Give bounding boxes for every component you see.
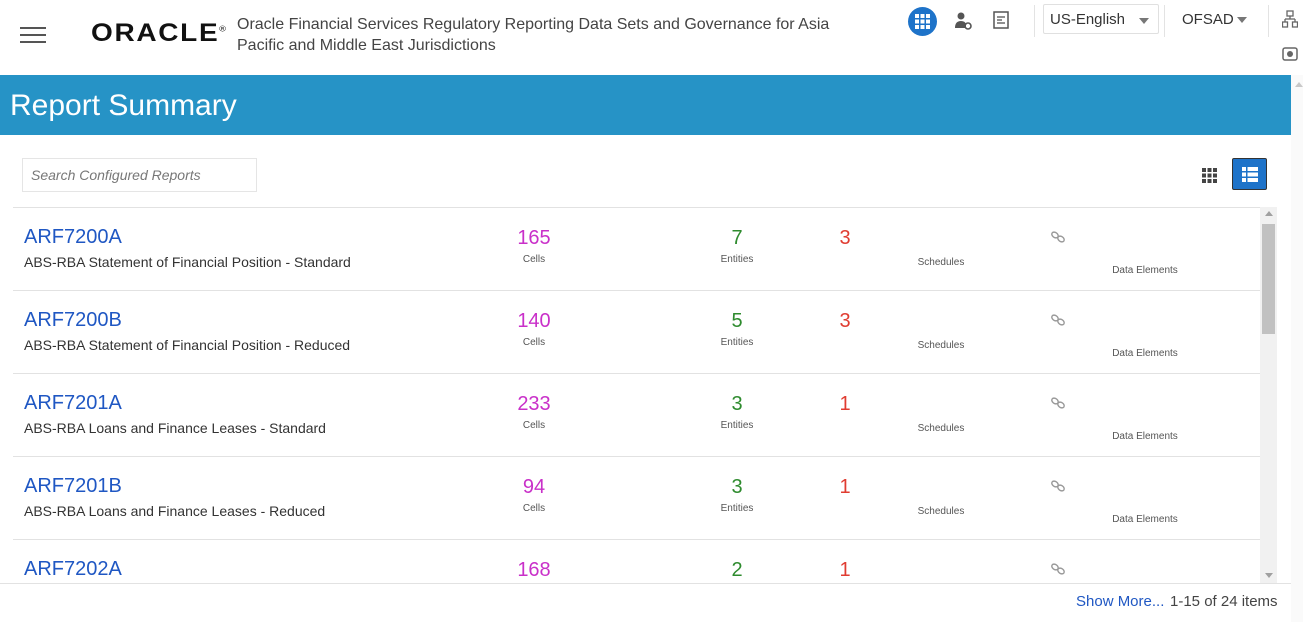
applications-grid-icon[interactable] xyxy=(908,7,937,36)
scroll-up-icon[interactable] xyxy=(1265,211,1273,216)
divider xyxy=(1268,5,1269,37)
list-item[interactable]: ARF7200A ABS-RBA Statement of Financial … xyxy=(13,208,1260,291)
hamburger-menu-icon[interactable] xyxy=(20,27,46,43)
chevron-down-icon xyxy=(1237,17,1247,23)
schedules-count: 1 xyxy=(839,393,851,415)
entities-metric: 2Entities xyxy=(677,558,797,584)
scrollbar-thumb[interactable] xyxy=(1262,224,1275,334)
schedules-label: Schedules xyxy=(917,423,965,434)
entities-count: 7 xyxy=(731,227,743,249)
cells-label: Cells xyxy=(522,503,546,514)
cells-count: 165 xyxy=(517,227,551,249)
cells-metric: 94 Cells xyxy=(474,475,594,514)
entities-count: 5 xyxy=(731,310,743,332)
app-header: ORACLE® Oracle Financial Services Regula… xyxy=(0,0,1303,75)
report-name: ABS-RBA Statement of Financial Position … xyxy=(24,254,351,270)
data-elements-label: Data Elements xyxy=(1112,514,1178,525)
list-item[interactable]: ARF7201B ABS-RBA Loans and Finance Lease… xyxy=(13,457,1260,540)
app-title: Oracle Financial Services Regulatory Rep… xyxy=(237,16,830,54)
schedules-label: Schedules xyxy=(917,340,965,351)
language-value: US-English xyxy=(1050,11,1126,28)
entities-metric: 7 Entities xyxy=(677,226,797,265)
schedules-label: Schedules xyxy=(917,506,965,517)
list-footer: Show More... 1-15 of 24 items xyxy=(0,583,1291,623)
cells-label: Cells xyxy=(522,420,546,431)
schedules-count: 1 xyxy=(839,476,851,498)
schedules-count: 3 xyxy=(839,310,851,332)
language-select[interactable]: US-English xyxy=(1043,4,1159,34)
entities-label: Entities xyxy=(720,254,754,265)
entities-label: Entities xyxy=(720,503,754,514)
entities-count: 3 xyxy=(731,476,743,498)
entities-label: Entities xyxy=(720,337,754,348)
data-elements-label: Data Elements xyxy=(1112,348,1178,359)
schedules-metric: 3 xyxy=(785,226,905,250)
pagination-status: 1-15 of 24 items xyxy=(1170,593,1278,610)
page-scrollbar[interactable] xyxy=(1291,75,1303,622)
page-banner: Report Summary xyxy=(0,75,1291,135)
list-item[interactable]: ARF7200B ABS-RBA Statement of Financial … xyxy=(13,291,1260,374)
grid-view-icon[interactable] xyxy=(1198,164,1220,186)
schedules-count: 3 xyxy=(839,227,851,249)
cells-count: 233 xyxy=(517,393,551,415)
scroll-up-icon[interactable] xyxy=(1295,82,1303,87)
cells-label: Cells xyxy=(522,337,546,348)
entities-count: 3 xyxy=(731,393,743,415)
report-name: ABS-RBA Loans and Finance Leases - Stand… xyxy=(24,420,326,436)
divider xyxy=(1164,5,1165,37)
camera-icon[interactable] xyxy=(1282,46,1298,62)
report-name: ABS-RBA Statement of Financial Position … xyxy=(24,337,351,353)
report-code-link[interactable]: ARF7201A xyxy=(24,392,122,414)
cells-label: Cells xyxy=(522,254,546,265)
cells-metric: 233 Cells xyxy=(474,392,594,431)
cells-metric: 140 Cells xyxy=(474,309,594,348)
link-icon[interactable] xyxy=(1050,562,1066,576)
hierarchy-icon[interactable] xyxy=(1282,10,1298,28)
oracle-logo: ORACLE® xyxy=(91,19,226,47)
cells-count: 94 xyxy=(522,476,546,498)
list-item[interactable]: ARF7201A ABS-RBA Loans and Finance Lease… xyxy=(13,374,1260,457)
entities-metric: 5 Entities xyxy=(677,309,797,348)
schedules-metric: 1 xyxy=(785,392,905,416)
schedules-metric: 1 xyxy=(785,558,905,582)
cells-count: 140 xyxy=(517,310,551,332)
schedules-metric: 3 xyxy=(785,309,905,333)
entities-label: Entities xyxy=(720,420,754,431)
link-icon[interactable] xyxy=(1050,479,1066,493)
divider xyxy=(1034,5,1035,37)
schedules-label: Schedules xyxy=(917,257,965,268)
data-elements-label: Data Elements xyxy=(1112,431,1178,442)
report-list: ARF7200A ABS-RBA Statement of Financial … xyxy=(13,207,1260,584)
cells-count: 168 xyxy=(517,559,551,581)
schedules-count: 1 xyxy=(839,559,851,581)
user-name: OFSAD xyxy=(1182,11,1234,28)
show-more-link[interactable]: Show More... xyxy=(1076,593,1165,610)
report-code-link[interactable]: ARF7202A xyxy=(24,558,122,580)
cells-metric: 165 Cells xyxy=(474,226,594,265)
report-code-link[interactable]: ARF7200B xyxy=(24,309,122,331)
report-name: ABS-RBA Loans and Finance Leases - Reduc… xyxy=(24,503,326,519)
list-view-icon[interactable] xyxy=(1232,158,1267,190)
document-icon[interactable] xyxy=(993,11,1009,29)
user-menu[interactable]: OFSAD xyxy=(1182,4,1256,34)
link-icon[interactable] xyxy=(1050,396,1066,410)
link-icon[interactable] xyxy=(1050,313,1066,327)
link-icon[interactable] xyxy=(1050,230,1066,244)
user-settings-icon[interactable] xyxy=(954,11,972,31)
list-scrollbar[interactable] xyxy=(1260,207,1277,583)
cells-metric: 168Cells xyxy=(474,558,594,584)
scroll-down-icon[interactable] xyxy=(1265,573,1273,578)
report-code-link[interactable]: ARF7201B xyxy=(24,475,122,497)
entities-count: 2 xyxy=(731,559,743,581)
entities-metric: 3 Entities xyxy=(677,475,797,514)
search-input[interactable] xyxy=(22,158,257,192)
chevron-down-icon xyxy=(1139,18,1149,24)
report-code-link[interactable]: ARF7200A xyxy=(24,226,122,248)
entities-metric: 3 Entities xyxy=(677,392,797,431)
data-elements-label: Data Elements xyxy=(1112,265,1178,276)
list-item[interactable]: ARF7202A 168Cells 2Entities 1 xyxy=(13,540,1260,584)
schedules-metric: 1 xyxy=(785,475,905,499)
page-title: Report Summary xyxy=(10,89,237,122)
